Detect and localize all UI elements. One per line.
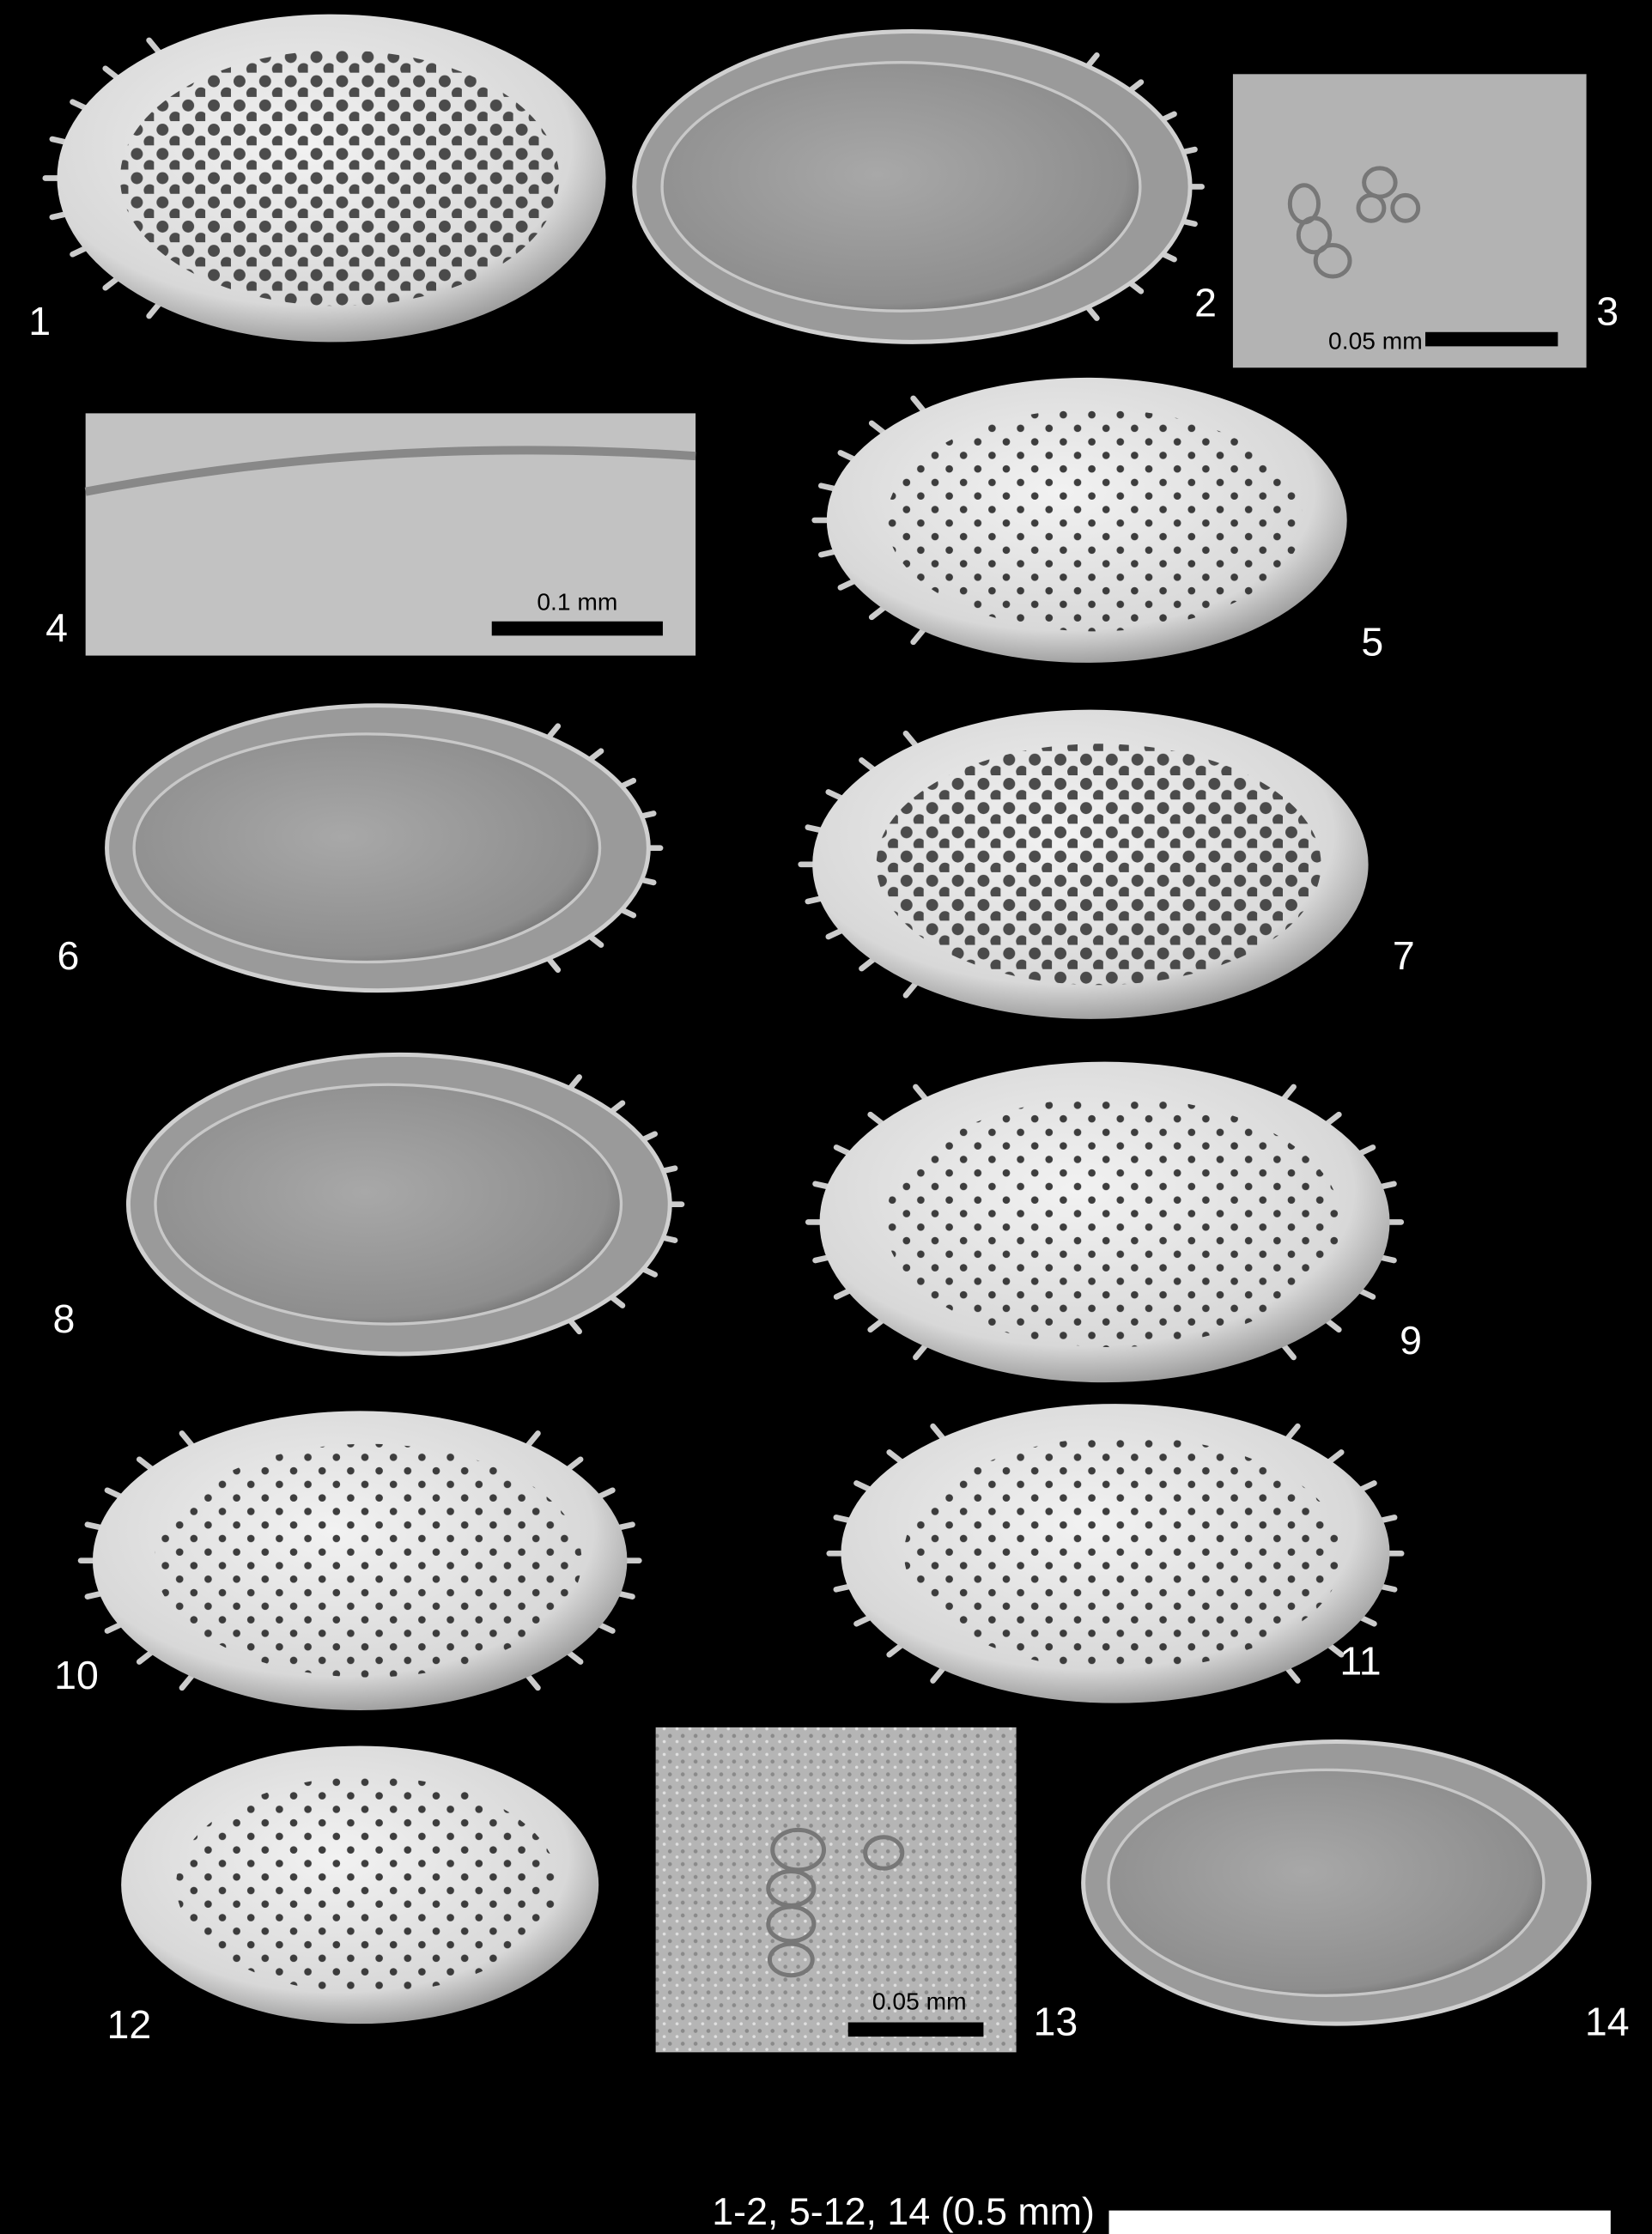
panel-label: 1 xyxy=(28,299,51,343)
specimen xyxy=(105,703,664,993)
pitted-surface xyxy=(903,1436,1344,1671)
caption: 1-2, 5-12, 14 (0.5 mm) xyxy=(712,2190,1095,2233)
panel-label: 5 xyxy=(1361,620,1383,665)
specimen xyxy=(826,1404,1405,1703)
valve-interior xyxy=(154,1083,623,1326)
pitted-surface xyxy=(876,744,1321,986)
specimen xyxy=(121,1745,599,2025)
valve-interior xyxy=(1107,1768,1546,1997)
specimen xyxy=(77,1411,642,1710)
panel-13-scars xyxy=(766,1827,905,1978)
panel-label: 7 xyxy=(1393,933,1415,978)
scale-bar xyxy=(1425,331,1558,347)
pitted-surface xyxy=(154,1443,582,1678)
pitted-surface xyxy=(886,409,1303,632)
panel-4-hinge xyxy=(84,446,696,496)
pitted-surface xyxy=(884,1096,1342,1348)
specimen xyxy=(42,14,606,343)
specimen xyxy=(1081,1739,1592,2026)
specimen xyxy=(125,1052,685,1357)
scale-bar-label: 0.1 mm xyxy=(537,587,617,615)
valve-interior xyxy=(132,732,602,964)
scale-bar-label: 0.05 mm xyxy=(872,1988,967,2015)
panel-label: 8 xyxy=(52,1296,75,1341)
specimen xyxy=(798,709,1369,1019)
panel-label: 11 xyxy=(1339,1638,1381,1683)
panel-label: 12 xyxy=(107,2002,152,2047)
scale-bar-label: 0.05 mm xyxy=(1328,327,1423,355)
pitted-surface xyxy=(119,50,560,307)
scale-bar xyxy=(1108,2210,1611,2234)
panel-13-image xyxy=(655,1727,1017,2053)
valve-interior xyxy=(660,61,1142,313)
panel-label: 4 xyxy=(46,605,68,650)
specimen xyxy=(805,1061,1405,1383)
panel-label: 14 xyxy=(1585,1999,1630,2043)
panel-label: 10 xyxy=(54,1653,99,1697)
scale-bar xyxy=(847,2022,984,2037)
panel-label: 6 xyxy=(57,933,79,978)
specimen xyxy=(811,377,1347,663)
panel-label: 3 xyxy=(1596,288,1619,333)
panel-label: 13 xyxy=(1034,1999,1078,2043)
pitted-surface xyxy=(176,1776,558,1994)
panel-3-scars xyxy=(1287,166,1421,279)
panel-label: 2 xyxy=(1194,281,1217,325)
specimen xyxy=(632,29,1205,344)
scale-bar xyxy=(491,621,663,636)
panel-label: 9 xyxy=(1400,1318,1422,1363)
